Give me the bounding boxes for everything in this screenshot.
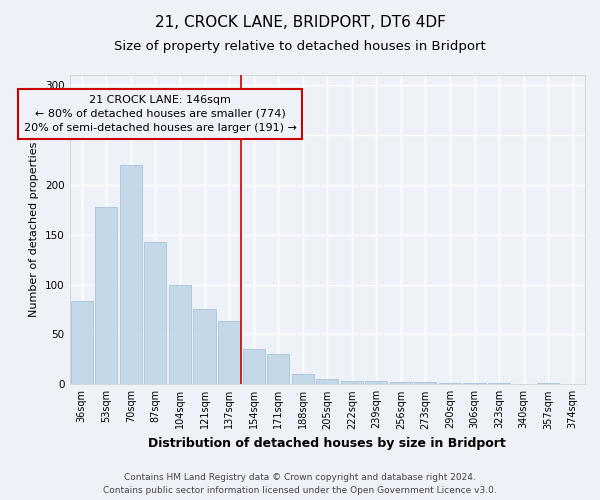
Bar [292, 374, 314, 384]
Bar [218, 322, 240, 384]
Text: Contains HM Land Registry data © Crown copyright and database right 2024.
Contai: Contains HM Land Registry data © Crown c… [103, 474, 497, 495]
Bar [390, 382, 412, 384]
Text: 21, CROCK LANE, BRIDPORT, DT6 4DF: 21, CROCK LANE, BRIDPORT, DT6 4DF [155, 15, 445, 30]
Bar [169, 284, 191, 384]
Bar [267, 354, 289, 384]
Text: 21 CROCK LANE: 146sqm
← 80% of detached houses are smaller (774)
20% of semi-det: 21 CROCK LANE: 146sqm ← 80% of detached … [24, 95, 297, 133]
Bar [341, 382, 363, 384]
Bar [193, 310, 215, 384]
Bar [316, 380, 338, 384]
Bar [71, 302, 93, 384]
Bar [95, 206, 118, 384]
Bar [415, 382, 436, 384]
Bar [365, 382, 388, 384]
Text: Size of property relative to detached houses in Bridport: Size of property relative to detached ho… [114, 40, 486, 53]
Y-axis label: Number of detached properties: Number of detached properties [29, 142, 40, 318]
Bar [242, 350, 265, 384]
Bar [145, 242, 166, 384]
Bar [120, 165, 142, 384]
X-axis label: Distribution of detached houses by size in Bridport: Distribution of detached houses by size … [148, 437, 506, 450]
